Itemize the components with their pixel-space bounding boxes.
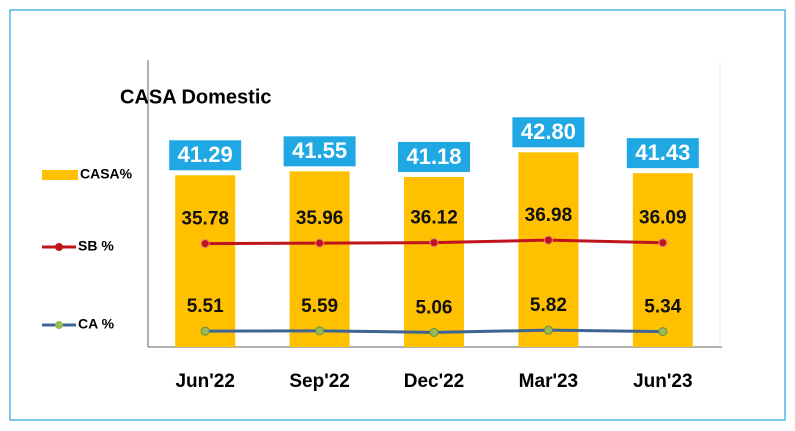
point bbox=[315, 238, 325, 248]
x-tick-label: Jun'23 bbox=[633, 371, 692, 392]
legend-marker bbox=[55, 321, 63, 329]
bar bbox=[289, 171, 350, 347]
chart-title: CASA Domestic bbox=[120, 86, 272, 108]
value-label: 36.12 bbox=[410, 208, 458, 229]
point bbox=[315, 326, 325, 336]
legend-label: SB % bbox=[78, 238, 114, 254]
value-label: 36.09 bbox=[639, 208, 687, 229]
value-label: 41.18 bbox=[406, 144, 461, 169]
legend-marker bbox=[55, 243, 63, 251]
bar bbox=[175, 175, 236, 347]
bar bbox=[404, 176, 464, 347]
value-label: 5.82 bbox=[530, 295, 567, 316]
bar bbox=[518, 152, 579, 347]
point bbox=[429, 327, 439, 337]
point bbox=[200, 326, 210, 336]
x-tick-label: Sep'22 bbox=[289, 371, 350, 392]
value-label: 5.34 bbox=[644, 297, 681, 318]
value-label-box bbox=[169, 140, 242, 171]
x-tick-label: Dec'22 bbox=[404, 371, 465, 392]
legend-label: CASA% bbox=[80, 166, 133, 182]
value-label-box bbox=[626, 138, 699, 169]
legend-swatch bbox=[42, 170, 78, 180]
value-label-box bbox=[283, 136, 356, 167]
value-label: 5.06 bbox=[416, 297, 453, 318]
point bbox=[200, 239, 210, 249]
x-tick-label: Jun'22 bbox=[175, 371, 234, 392]
value-label: 36.98 bbox=[525, 205, 573, 226]
x-tick-label: Mar'23 bbox=[519, 371, 578, 392]
legend-label: CA % bbox=[78, 316, 115, 332]
value-label: 41.55 bbox=[292, 138, 347, 163]
point bbox=[658, 327, 668, 337]
value-label: 35.96 bbox=[296, 208, 344, 229]
value-label: 5.51 bbox=[187, 296, 224, 317]
value-label-box bbox=[512, 117, 585, 148]
point bbox=[543, 325, 553, 335]
value-label: 5.59 bbox=[301, 296, 338, 317]
point bbox=[429, 238, 439, 248]
point bbox=[658, 238, 668, 248]
value-label: 42.80 bbox=[521, 119, 576, 144]
bar bbox=[632, 173, 693, 347]
value-label: 41.29 bbox=[178, 142, 233, 167]
value-label: 41.43 bbox=[635, 140, 690, 165]
value-label: 35.78 bbox=[181, 209, 229, 230]
value-label-box bbox=[398, 141, 470, 172]
point bbox=[543, 235, 553, 245]
